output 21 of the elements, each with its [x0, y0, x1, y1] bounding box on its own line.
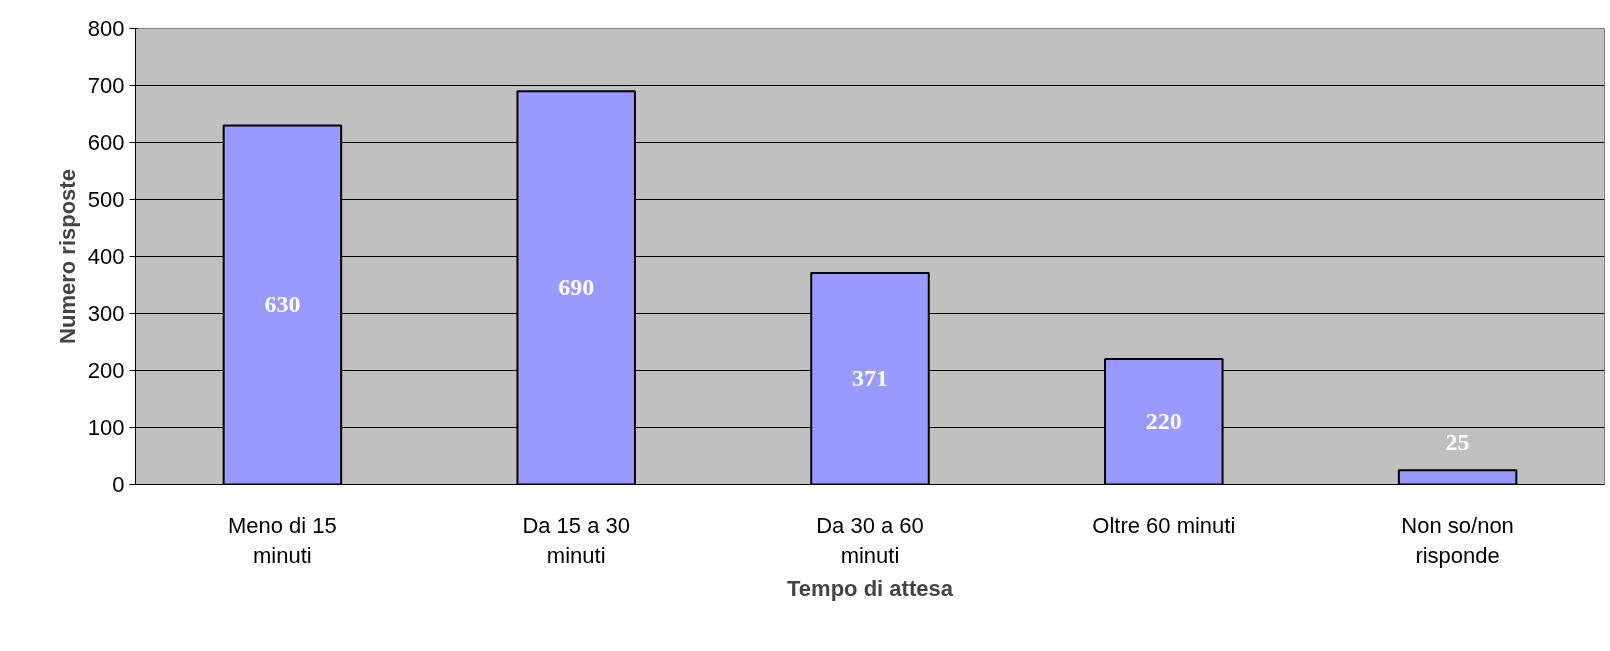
x-tick-label: Oltre 60 minuti — [1092, 512, 1236, 538]
y-axis-title: Numero risposte — [54, 169, 80, 344]
y-tick-label: 400 — [87, 244, 125, 269]
data-label: 220 — [1145, 408, 1182, 435]
y-tick-label: 700 — [87, 73, 125, 98]
y-tick-label: 600 — [87, 130, 125, 155]
x-tick-label: Da 15 a 30 minuti — [522, 512, 631, 568]
data-label: 371 — [852, 365, 888, 392]
data-label: 630 — [264, 291, 301, 318]
y-tick-label: 800 — [87, 16, 125, 41]
y-tick-label: 500 — [87, 187, 125, 212]
x-tick-label: Meno di 15 minuti — [227, 512, 337, 568]
data-label: 25 — [1445, 429, 1470, 456]
y-tick-label: 200 — [87, 358, 125, 383]
y-tick-label: 0 — [112, 472, 125, 497]
x-axis-title: Tempo di attesa — [787, 575, 954, 601]
data-label: 690 — [558, 274, 595, 301]
x-tick-label: Non so/non risponde — [1401, 512, 1514, 568]
y-tick-label: 100 — [87, 415, 125, 440]
x-tick-label: Da 30 a 60 minuti — [816, 512, 924, 568]
y-tick-label: 300 — [87, 301, 125, 326]
